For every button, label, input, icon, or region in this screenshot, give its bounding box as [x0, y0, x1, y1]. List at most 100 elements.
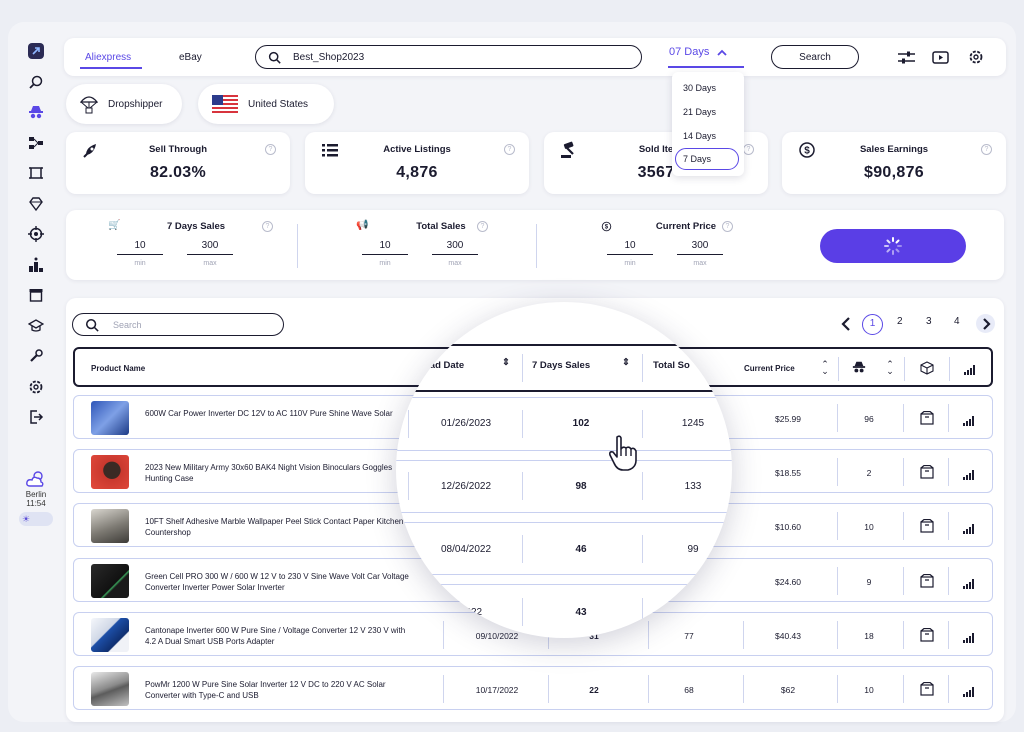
table-search-box[interactable]: Search	[72, 313, 284, 336]
weather-city: Berlin	[25, 490, 47, 499]
chip-dropshipper[interactable]: Dropshipper	[66, 84, 182, 124]
signal-bars-icon[interactable]	[963, 467, 975, 485]
dollar-icon: $	[799, 142, 815, 158]
theme-toggle[interactable]: ☀	[19, 512, 53, 526]
row-border	[396, 460, 732, 461]
divider	[743, 621, 744, 649]
sort-icon[interactable]: ⇕	[716, 357, 724, 368]
search-icon	[268, 51, 281, 64]
signal-bars-icon[interactable]	[963, 684, 975, 702]
days-select[interactable]: 07 Days	[669, 46, 727, 58]
network-icon[interactable]	[25, 132, 47, 154]
prev-page-icon[interactable]	[840, 317, 852, 334]
archive-icon[interactable]	[25, 284, 47, 306]
package-icon[interactable]	[920, 410, 934, 430]
divider	[903, 404, 904, 432]
settings-icon[interactable]	[25, 376, 47, 398]
signal-bars-icon[interactable]	[963, 521, 975, 539]
sort-icon[interactable]: ⌃ ⌄	[886, 359, 894, 376]
sort-icon[interactable]: ⇕	[502, 357, 510, 368]
chip-country[interactable]: United States	[198, 84, 334, 124]
tab-ebay[interactable]: eBay	[179, 52, 202, 63]
sliders-icon[interactable]	[897, 48, 915, 66]
package-icon[interactable]	[920, 573, 934, 593]
logout-icon[interactable]	[25, 406, 47, 428]
filter-min-input[interactable]: 10	[362, 240, 408, 255]
help-icon[interactable]: ?	[262, 221, 273, 232]
option-7-days[interactable]: 7 Days	[683, 154, 712, 164]
divider	[536, 224, 537, 268]
svg-text:$: $	[804, 146, 810, 157]
sort-icon[interactable]: ⌃ ⌄	[821, 359, 829, 376]
help-icon[interactable]: ?	[504, 144, 515, 155]
divider	[443, 621, 444, 649]
help-icon[interactable]: ?	[477, 221, 488, 232]
graduation-icon[interactable]	[25, 315, 47, 337]
signal-bars-icon[interactable]	[963, 576, 975, 594]
tab-aliexpress[interactable]: Aliexpress	[85, 52, 132, 63]
header-total-sold[interactable]: Total So	[653, 360, 690, 371]
podium-icon[interactable]	[25, 254, 47, 276]
page-1[interactable]: 1	[862, 314, 883, 335]
wrench-icon[interactable]	[25, 345, 47, 367]
main-search-input[interactable]	[293, 51, 593, 63]
header-7-days-sales[interactable]: 7 Days Sales	[532, 360, 591, 371]
product-thumbnail	[91, 455, 129, 489]
sun-icon: ☀	[22, 514, 31, 524]
video-icon[interactable]	[931, 48, 949, 66]
page-2[interactable]: 2	[897, 316, 903, 327]
package-icon[interactable]	[920, 681, 934, 701]
divider	[408, 535, 409, 563]
package-icon[interactable]	[920, 464, 934, 484]
divider	[522, 410, 523, 438]
help-icon[interactable]: ?	[981, 144, 992, 155]
search-icon[interactable]	[25, 71, 47, 93]
header-upload-date[interactable]: oad Date	[424, 360, 465, 371]
filter-max-input[interactable]: 300	[677, 240, 723, 255]
signal-bars-icon[interactable]	[963, 413, 975, 431]
option-21-days[interactable]: 21 Days	[683, 107, 717, 117]
apply-filters-button[interactable]	[820, 229, 966, 263]
chip-dropshipper-label: Dropshipper	[108, 98, 163, 110]
help-icon[interactable]: ?	[265, 144, 276, 155]
crop-icon[interactable]	[25, 162, 47, 184]
signal-bars-icon[interactable]	[963, 630, 975, 648]
filter-7-days-sales: 🛒 7 Days Sales ? 10 300 min max	[106, 210, 286, 280]
spy-icon	[851, 360, 867, 379]
table-row[interactable]: PowMr 1200 W Pure Sine Solar Inverter 12…	[73, 666, 993, 710]
option-14-days[interactable]: 14 Days	[683, 131, 717, 141]
target-icon[interactable]	[25, 223, 47, 245]
page-4[interactable]: 4	[954, 316, 960, 327]
option-30-days[interactable]: 30 Days	[683, 83, 717, 93]
max-label: max	[448, 260, 462, 267]
divider	[837, 458, 838, 486]
active-tab-indicator	[80, 67, 142, 69]
divider	[743, 675, 744, 703]
stat-value: 4,876	[396, 164, 438, 181]
header-product-name[interactable]: Product Name	[91, 364, 146, 373]
search-button[interactable]: Search	[771, 45, 859, 69]
next-page-icon[interactable]	[976, 314, 995, 333]
sort-icon[interactable]: ⇕	[622, 357, 630, 368]
filter-min-input[interactable]: 10	[117, 240, 163, 255]
package-icon[interactable]	[920, 518, 934, 538]
min-label: min	[624, 260, 636, 267]
logo-icon[interactable]	[25, 40, 47, 62]
page-3[interactable]: 3	[926, 316, 932, 327]
gear-icon[interactable]	[967, 48, 985, 66]
spy-icon[interactable]	[25, 101, 47, 123]
filter-min-input[interactable]: 10	[607, 240, 653, 255]
divider	[838, 357, 839, 381]
help-icon[interactable]: ?	[722, 221, 733, 232]
help-icon[interactable]: ?	[743, 144, 754, 155]
filter-max-input[interactable]: 300	[432, 240, 478, 255]
us-flag-icon	[212, 95, 238, 113]
package-icon[interactable]	[920, 627, 934, 647]
filter-max-input[interactable]: 300	[187, 240, 233, 255]
filter-total-sales: 📢 Total Sales ? 10 300 min max	[351, 210, 531, 280]
total-sold-cell: 99	[687, 544, 699, 555]
main-search-box[interactable]	[255, 45, 642, 69]
divider	[522, 472, 523, 500]
header-current-price[interactable]: Current Price	[744, 364, 795, 373]
diamond-icon[interactable]	[25, 193, 47, 215]
